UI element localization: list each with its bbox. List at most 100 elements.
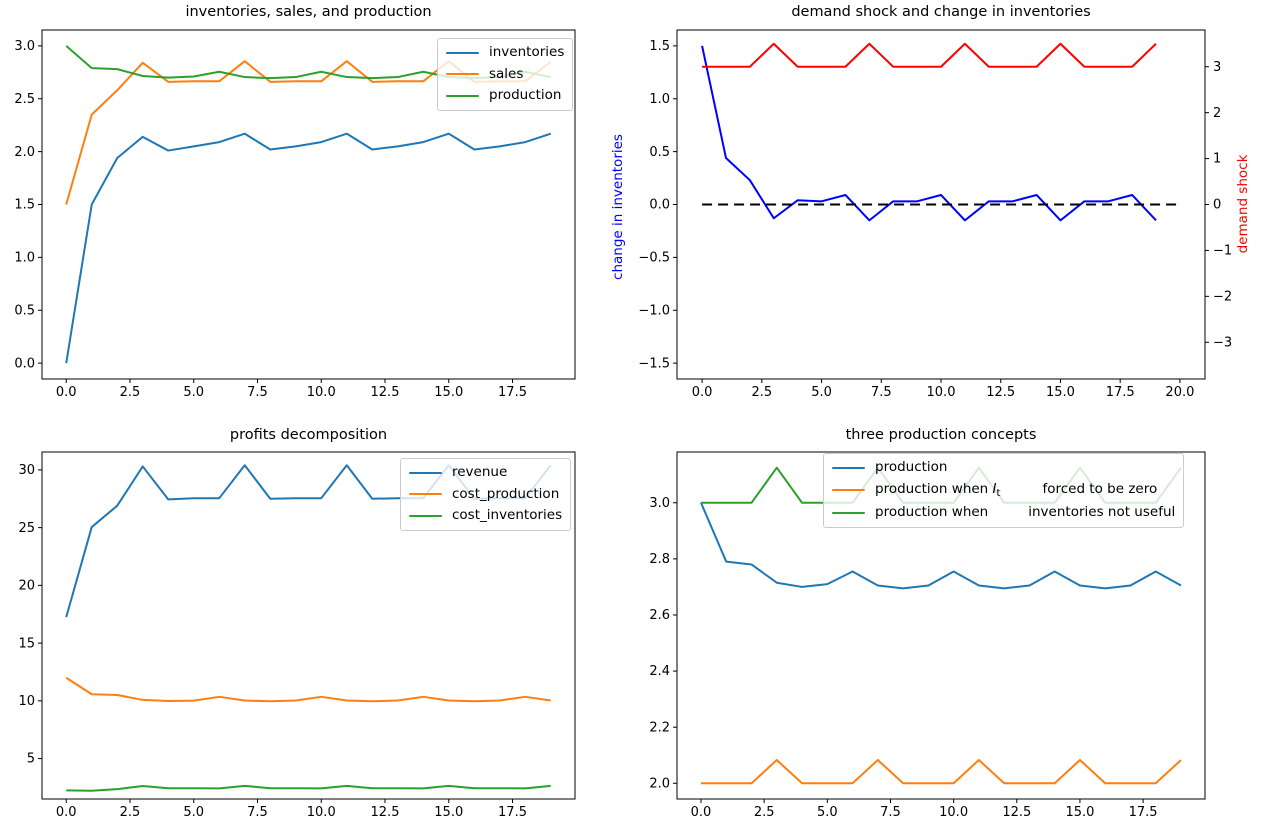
x-tick-label: 10.0	[307, 805, 336, 820]
legend: revenue cost_production cost_inventories	[400, 458, 572, 531]
x-tick-label: 7.5	[871, 385, 892, 400]
x-tick-label: 12.5	[986, 385, 1015, 400]
y-tick-label: 20	[18, 579, 35, 594]
y-tick-label-right: 0	[1213, 198, 1221, 213]
legend-line-sample	[446, 73, 479, 76]
subplot-inventories-sales-production: inventories, sales, and production 0.0 2.…	[0, 0, 632, 417]
x-tick-label: 0.0	[56, 805, 77, 820]
x-tick-label: 5.0	[183, 385, 204, 400]
y-tick-label: −0.5	[638, 251, 670, 266]
plot-title-inventories-sales-production: inventories, sales, and production	[185, 4, 432, 20]
x-tick-label: 2.5	[751, 385, 772, 400]
y-tick-label-right: −2	[1213, 290, 1232, 305]
legend-line-sample	[832, 489, 865, 492]
axes-demand-shock-change-in-inventories: 0.0 2.5 5.0 7.5 10.0 12.5 15.0 17.5 20.01.51.00.…	[638, 29, 1232, 400]
y-tick-label: 1.5	[14, 198, 35, 213]
legend-line-sample	[832, 511, 865, 514]
y-tick-label-right: 2	[1213, 106, 1221, 121]
x-tick-label: 2.5	[754, 805, 775, 820]
y-tick-label: 0.5	[14, 303, 35, 318]
x-tick-label: 12.5	[1002, 805, 1031, 820]
x-tick-label: 15.0	[434, 385, 463, 400]
legend-item-production: production	[446, 86, 564, 106]
x-tick-label: 5.0	[811, 385, 832, 400]
x-tick-label: 7.5	[247, 385, 268, 400]
y-tick-label-right: 1	[1213, 152, 1221, 167]
y-tick-label: 2.6	[649, 608, 670, 623]
x-tick-label: 17.5	[498, 385, 527, 400]
x-tick-label: 10.0	[927, 385, 956, 400]
legend: production production when It forced to be…	[823, 453, 1185, 528]
y-tick-label: 2.2	[649, 720, 670, 735]
legend-label: cost_inventories	[452, 507, 563, 524]
legend-label: sales	[489, 65, 524, 82]
subplot-demand-shock-change-in-inventories: demand shock and change in inventories 0…	[610, 0, 1264, 417]
y-tick-label: 0.5	[649, 145, 670, 160]
y-tick-label: 25	[18, 521, 35, 536]
axes-spines	[676, 451, 1206, 800]
x-tick-label: 15.0	[1046, 385, 1075, 400]
x-tick-label: 17.5	[1106, 385, 1135, 400]
series-demand-shock	[702, 42, 1157, 68]
y-tick-label: −1.5	[638, 356, 670, 371]
x-tick-label: 20.0	[1165, 385, 1194, 400]
legend-line-sample	[409, 493, 442, 496]
x-tick-label: 7.5	[247, 805, 268, 820]
y-tick-label: 0.0	[14, 356, 35, 371]
legend-line-sample	[446, 51, 479, 54]
x-tick-label: 17.5	[1129, 805, 1158, 820]
y-tick-label: 15	[18, 636, 35, 651]
axes-spines	[41, 451, 576, 800]
series-cost-inventories	[66, 784, 551, 792]
series-production	[700, 502, 1182, 590]
series-cost-production	[65, 676, 551, 703]
x-tick-label: 2.5	[120, 385, 141, 400]
x-tick-label: 5.0	[817, 805, 838, 820]
series-change-in-inventories	[701, 45, 1157, 222]
x-tick-label: 0.0	[691, 805, 712, 820]
legend-label: production	[489, 87, 562, 104]
x-tick-label: 17.5	[498, 805, 527, 820]
plot-title-three-production-concepts: three production concepts	[845, 427, 1037, 443]
y-tick-label: 5	[27, 752, 35, 767]
subplot-profits-decomposition: profits decomposition 0.0 2.5 5.0 7.5 10.0 12…	[0, 417, 632, 834]
y-tick-label: 1.0	[14, 251, 35, 266]
legend-item-inventories: inventories	[446, 43, 564, 63]
legend-item-production-when-inventories-not-useful: production when inventories not useful	[832, 503, 1175, 523]
legend-line-sample	[409, 514, 442, 517]
legend-item-cost-inventories: cost_inventories	[409, 506, 562, 526]
y-tick-label: −1.0	[638, 303, 670, 318]
legend-line-sample	[409, 471, 442, 474]
x-tick-label: 0.0	[692, 385, 713, 400]
x-tick-label: 5.0	[183, 805, 204, 820]
legend-line-sample	[832, 466, 865, 469]
x-tick-label: 12.5	[371, 385, 400, 400]
legend-label: production	[875, 459, 948, 475]
y-tick-label-right: −1	[1213, 244, 1232, 259]
x-tick-label: 15.0	[1065, 805, 1094, 820]
y-tick-label: 1.5	[649, 39, 670, 54]
y-tick-label: 2.0	[649, 776, 670, 791]
plot-title-demand-shock-change-in-inventories: demand shock and change in inventories	[791, 4, 1091, 20]
y-tick-label-right: −3	[1213, 335, 1232, 350]
legend-item-sales: sales	[446, 65, 564, 85]
y-tick-label: 3.0	[14, 39, 35, 54]
series-inventories	[65, 132, 552, 364]
axes-three-production-concepts: 0.0 2.5 5.0 7.5 10.0 12.5 15.0 17.5 2.0 2.2 2.4 2.6…	[649, 451, 1206, 820]
y-tick-label: 0.0	[649, 198, 670, 213]
y-tick-label: 2.0	[14, 145, 35, 160]
y-tick-label: 1.0	[649, 92, 670, 107]
legend-item-production: production	[832, 458, 1175, 478]
y-tick-label: 10	[18, 694, 35, 709]
legend-item-production-when-i-t-forced-to-be-zero: production when It forced to be zero	[832, 480, 1175, 502]
x-tick-label: 12.5	[371, 805, 400, 820]
y-tick-label: 2.8	[649, 552, 670, 567]
legend-label: inventories	[489, 44, 565, 60]
series-production-when-i-t-forced-to-be-zero	[701, 759, 1182, 785]
x-tick-label: 2.5	[120, 805, 141, 820]
legend-item-revenue: revenue	[409, 463, 562, 483]
x-tick-label: 0.0	[56, 385, 77, 400]
x-tick-label: 15.0	[434, 805, 463, 820]
y-tick-label: 2.5	[14, 92, 35, 107]
